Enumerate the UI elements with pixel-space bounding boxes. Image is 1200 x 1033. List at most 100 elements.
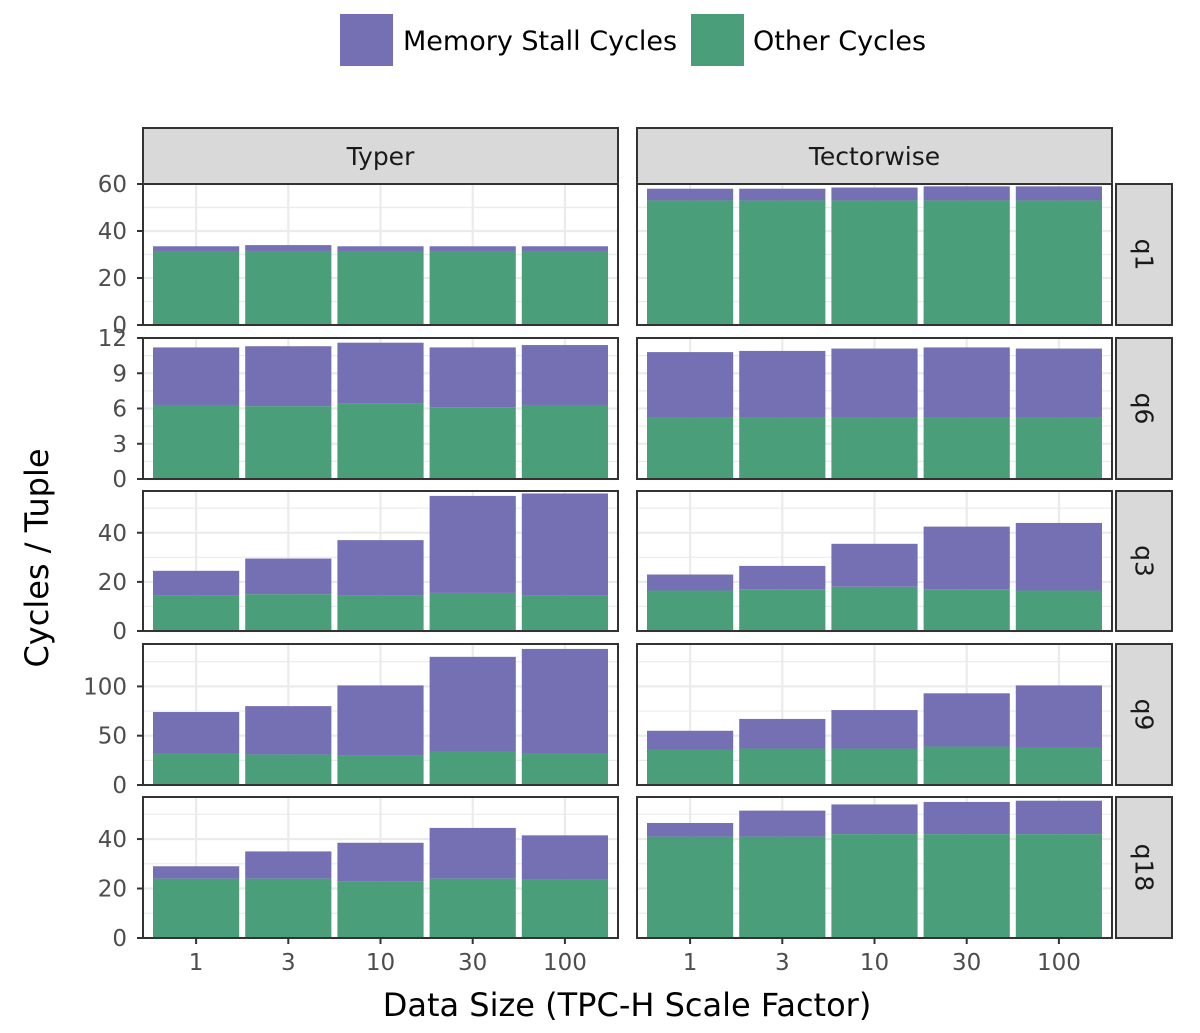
bar-memory-stall-cycles: [1015, 522, 1102, 591]
panel: [142, 182, 619, 327]
x-tick-label: 1: [683, 950, 698, 976]
x-tick-label: 30: [952, 950, 981, 976]
bar-memory-stall-cycles: [521, 835, 608, 880]
row-strip: [1115, 796, 1173, 939]
panel: [636, 796, 1113, 940]
panel-border: [142, 490, 619, 632]
bar-other-cycles: [521, 595, 608, 631]
bar-memory-stall-cycles: [153, 712, 240, 754]
y-tick-label: 0: [112, 926, 127, 952]
legend-label: Other Cycles: [753, 26, 926, 57]
bar-memory-stall-cycles: [831, 804, 918, 835]
bar-memory-stall-cycles: [521, 493, 608, 596]
bar-other-cycles: [153, 404, 240, 479]
row-strip-label: q3: [1130, 545, 1159, 577]
bar-memory-stall-cycles: [337, 342, 424, 404]
y-tick-label: 3: [112, 432, 127, 458]
bar-other-cycles: [521, 753, 608, 785]
bar-memory-stall-cycles: [153, 246, 240, 251]
y-tick-label: 20: [98, 266, 127, 292]
bar-memory-stall-cycles: [429, 246, 516, 251]
bar-memory-stall-cycles: [739, 718, 826, 749]
x-tick-label: 100: [543, 950, 587, 976]
x-tick-label: 10: [860, 950, 889, 976]
row-strip: [1115, 337, 1173, 480]
bar-memory-stall-cycles: [831, 543, 918, 587]
bar-memory-stall-cycles: [245, 558, 332, 595]
bar-memory-stall-cycles: [647, 822, 734, 837]
bar-memory-stall-cycles: [245, 245, 332, 251]
bar-memory-stall-cycles: [739, 188, 826, 201]
panel: [142, 796, 619, 940]
bar-other-cycles: [1015, 417, 1102, 479]
bar-other-cycles: [1015, 747, 1102, 785]
bar-other-cycles: [1015, 590, 1102, 631]
bar-memory-stall-cycles: [245, 346, 332, 407]
bar-other-cycles: [429, 250, 516, 325]
bar-other-cycles: [923, 834, 1010, 938]
bar-memory-stall-cycles: [1015, 800, 1102, 835]
y-tick-label: 0: [112, 773, 127, 799]
y-tick-label: 20: [98, 570, 127, 596]
legend-item: Other Cycles: [691, 14, 926, 66]
bar-other-cycles: [923, 746, 1010, 785]
bar-memory-stall-cycles: [923, 801, 1010, 835]
bar-memory-stall-cycles: [245, 706, 332, 755]
bar-memory-stall-cycles: [923, 526, 1010, 590]
x-tick-label: 10: [366, 950, 395, 976]
panel: [142, 490, 619, 633]
bar-other-cycles: [337, 403, 424, 479]
bar-other-cycles: [739, 589, 826, 631]
column-strip-label: Tectorwise: [808, 142, 940, 171]
bar-memory-stall-cycles: [337, 685, 424, 756]
bar-other-cycles: [831, 200, 918, 325]
legend-item: Memory Stall Cycles: [340, 14, 677, 66]
x-tick-label: 3: [775, 950, 790, 976]
legend-label: Memory Stall Cycles: [403, 26, 677, 57]
bar-memory-stall-cycles: [739, 810, 826, 837]
bar-memory-stall-cycles: [521, 648, 608, 754]
bar-memory-stall-cycles: [739, 350, 826, 418]
x-tick-label: 1: [189, 950, 204, 976]
bar-memory-stall-cycles: [153, 347, 240, 405]
legend-swatch: [340, 14, 393, 66]
bar-memory-stall-cycles: [429, 827, 516, 879]
bar-memory-stall-cycles: [1015, 685, 1102, 748]
bar-other-cycles: [521, 250, 608, 325]
y-tick-label: 6: [112, 397, 127, 423]
bar-memory-stall-cycles: [337, 246, 424, 251]
x-tick-label: 30: [458, 950, 487, 976]
bar-other-cycles: [647, 590, 734, 631]
panel-border: [636, 183, 1113, 326]
y-tick-label: 60: [98, 172, 127, 198]
bar-other-cycles: [739, 836, 826, 938]
bar-other-cycles: [153, 753, 240, 785]
bar-memory-stall-cycles: [429, 347, 516, 408]
bar-other-cycles: [153, 250, 240, 325]
bar-other-cycles: [337, 881, 424, 938]
panel: [142, 643, 619, 787]
bar-memory-stall-cycles: [245, 851, 332, 879]
bar-other-cycles: [245, 406, 332, 479]
bar-memory-stall-cycles: [337, 540, 424, 596]
bar-other-cycles: [521, 404, 608, 479]
bar-other-cycles: [923, 417, 1010, 479]
bar-other-cycles: [831, 586, 918, 631]
bar-memory-stall-cycles: [647, 188, 734, 201]
y-tick-label: 0: [112, 619, 127, 645]
bar-other-cycles: [429, 592, 516, 631]
bar-other-cycles: [245, 250, 332, 325]
bar-memory-stall-cycles: [337, 842, 424, 882]
row-strip-label: q6: [1130, 393, 1159, 425]
bar-memory-stall-cycles: [429, 656, 516, 752]
bar-memory-stall-cycles: [1015, 348, 1102, 418]
bar-memory-stall-cycles: [923, 693, 1010, 747]
row-strips: q1 q6 q3 q9 q18: [1115, 183, 1173, 939]
row-strip-label: q18: [1130, 844, 1159, 892]
bar-memory-stall-cycles: [923, 186, 1010, 201]
row-strip: [1115, 183, 1173, 326]
bar-other-cycles: [647, 749, 734, 785]
row-strip-label: q9: [1130, 699, 1159, 731]
y-tick-label: 40: [98, 827, 127, 853]
bar-other-cycles: [429, 751, 516, 785]
